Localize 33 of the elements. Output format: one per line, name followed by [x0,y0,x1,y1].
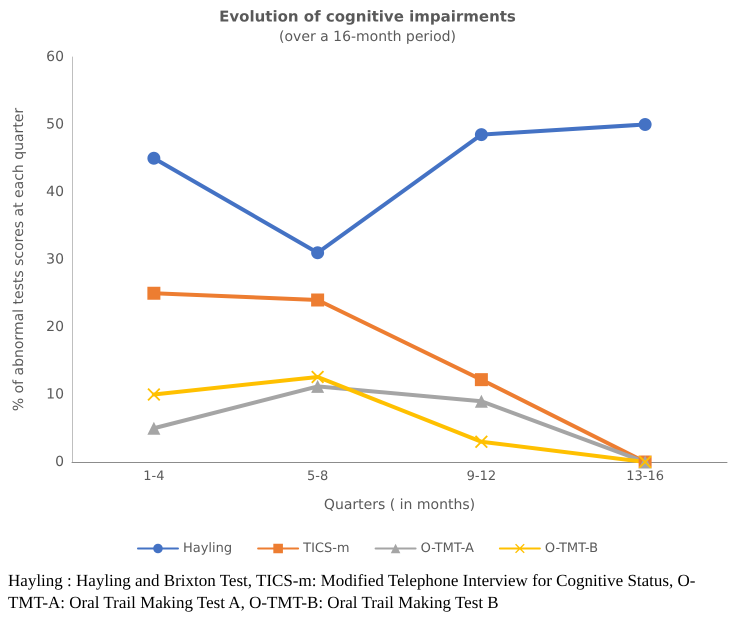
y-tick-label: 30 [46,252,64,268]
x-tick-label: 13-16 [626,469,664,484]
legend-label: O-TMT-B [544,541,598,556]
chart-subtitle: (over a 16-month period) [279,29,456,45]
y-tick-label: 20 [46,319,64,335]
y-tick-label: 50 [46,116,64,132]
point [474,128,488,142]
point [474,435,488,448]
x-axis-title: Quarters ( in months) [324,497,476,513]
y-tick-label: 10 [46,386,64,402]
legend-label: TICS-m [302,541,350,556]
x-tick-label: 1-4 [143,469,164,484]
x-tick-label: 5-8 [307,469,328,484]
point [147,388,160,401]
point [311,380,324,393]
point [474,394,488,408]
x-tick-label: 9-12 [466,469,496,484]
legend-label: Hayling [182,541,232,556]
chart-title: Evolution of cognitive impairments [219,8,516,26]
point [638,118,652,131]
y-tick-label: 60 [46,49,64,65]
point [311,294,324,306]
point [311,370,324,384]
point [474,373,488,386]
point [311,246,324,260]
legend-label: O-TMT-A [420,541,474,556]
point [147,422,160,435]
y-axis-title: % of abnormal tests scores at each quarter [11,108,27,412]
text: Hayling : Hayling and Brixton Test, TICS-m: Modified Telephone Interview for Cognitive Status, O-TMT-A: Oral Trail Making Test A, O-TMT-B: Oral Trail Making Test B [7,570,696,614]
point [147,286,160,300]
y-tick-label: 40 [46,184,64,200]
point [147,152,160,165]
y-tick-label: 0 [55,454,64,470]
